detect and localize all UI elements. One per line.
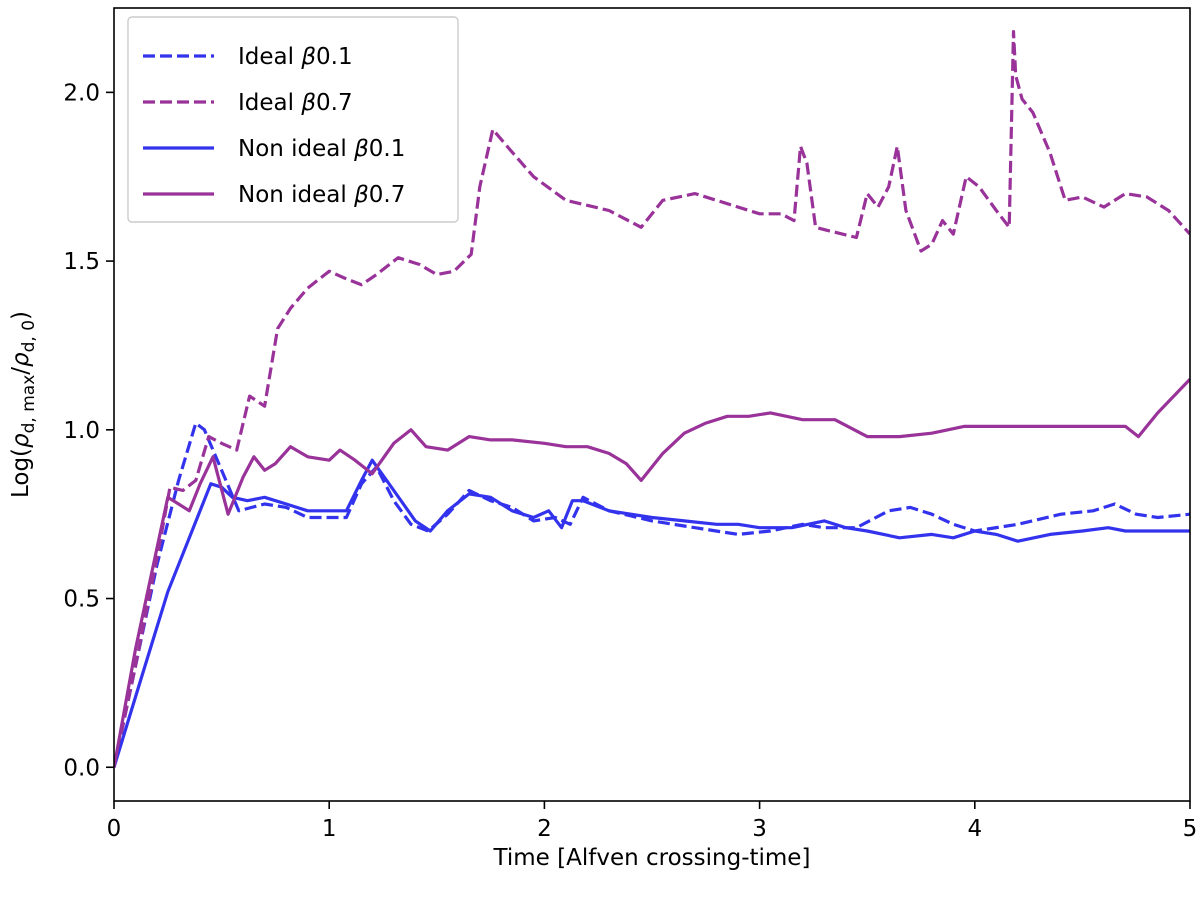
series-layer xyxy=(114,30,1190,768)
legend-label-value: 0.7 xyxy=(369,182,406,208)
y-axis-ticks: 0.0 0.5 1.0 1.5 2.0 xyxy=(63,80,114,781)
legend-label: Non ideal β0.1 xyxy=(238,136,405,162)
y-tick-label: 0.5 xyxy=(63,587,100,613)
y-tick-label: 0.0 xyxy=(63,755,100,781)
y-label-rho-2: ρ xyxy=(8,352,34,367)
x-tick-label: 4 xyxy=(967,816,982,842)
series-line-2 xyxy=(114,30,1190,768)
y-tick-label: 1.5 xyxy=(63,249,100,275)
legend-label: Ideal β0.1 xyxy=(238,44,353,70)
x-axis-label: Time [Alfven crossing-time] xyxy=(493,845,811,871)
x-tick-label: 0 xyxy=(107,816,122,842)
legend-label-beta: β xyxy=(300,90,316,116)
series-line-4 xyxy=(114,378,1190,768)
legend-label-prefix: Non ideal xyxy=(238,136,354,162)
y-label-suffix: ) xyxy=(8,311,34,320)
x-tick-label: 1 xyxy=(322,816,337,842)
legend-label-prefix: Ideal xyxy=(238,44,301,70)
legend-label-value: 0.7 xyxy=(316,90,353,116)
plot-frame xyxy=(113,7,1191,802)
legend-label: Ideal β0.7 xyxy=(238,90,353,116)
y-label-sub-max: d, max xyxy=(19,375,39,434)
y-label-rho: ρ xyxy=(8,433,34,448)
legend-label-prefix: Ideal xyxy=(238,90,301,116)
legend-label-prefix: Non ideal xyxy=(238,182,354,208)
x-axis-ticks: 0 1 2 3 4 5 xyxy=(107,801,1198,842)
legend-box xyxy=(127,16,459,223)
x-tick-label: 2 xyxy=(537,816,552,842)
legend-label-beta: β xyxy=(300,44,316,70)
y-tick-label: 2.0 xyxy=(63,80,100,106)
legend-entry: Non ideal β0.1 xyxy=(143,136,405,162)
x-tick-label: 5 xyxy=(1183,816,1198,842)
legend-label: Non ideal β0.7 xyxy=(238,182,405,208)
y-axis-label: Log(ρd, max/ρd, 0) xyxy=(8,311,39,498)
series-line-3 xyxy=(114,458,1190,768)
legend-label-value: 0.1 xyxy=(369,136,406,162)
legend-label-beta: β xyxy=(353,182,369,208)
legend-entry: Non ideal β0.7 xyxy=(143,182,405,208)
y-tick-label: 1.0 xyxy=(63,418,100,444)
y-label-slash: / xyxy=(8,367,34,375)
legend-entry: Ideal β0.7 xyxy=(143,90,353,116)
legend-label-beta: β xyxy=(353,136,369,162)
y-label-sub-zero: d, 0 xyxy=(19,320,39,352)
legend-label-value: 0.1 xyxy=(316,44,353,70)
legend-entry: Ideal β0.1 xyxy=(143,44,353,70)
series-line-1 xyxy=(114,421,1190,768)
x-tick-label: 3 xyxy=(752,816,767,842)
y-label-prefix: Log( xyxy=(8,448,34,498)
